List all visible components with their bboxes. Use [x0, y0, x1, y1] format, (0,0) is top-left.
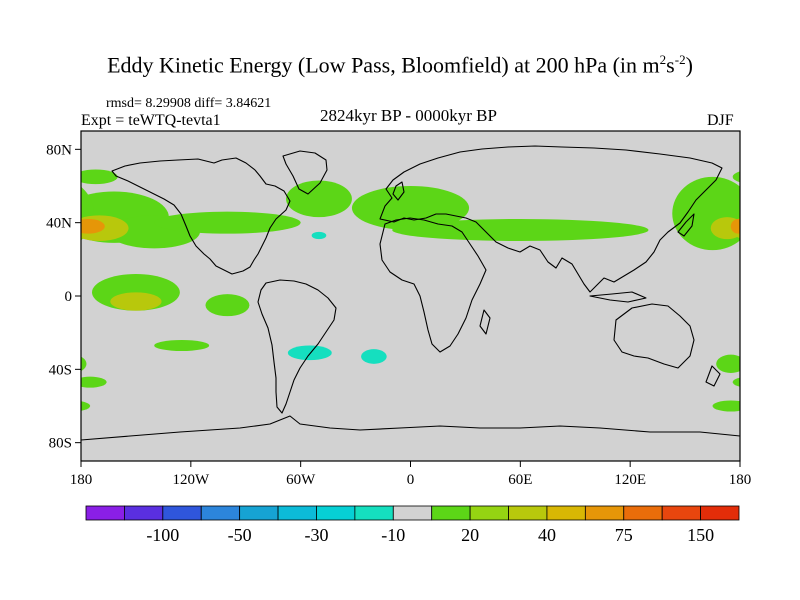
colorbar-label: -50: [228, 525, 252, 545]
colorbar-box: [546, 505, 586, 521]
colorbar-box: [239, 505, 279, 521]
colorbar-label: -30: [304, 525, 328, 545]
colorbar-box: [431, 505, 471, 521]
period-label: 2824kyr BP - 0000kyr BP: [320, 106, 497, 125]
stats-text: rmsd= 8.29908 diff= 3.84621: [106, 96, 272, 111]
colorbar-box: [392, 505, 433, 521]
chart-title: Eddy Kinetic Energy (Low Pass, Bloomfiel…: [0, 52, 800, 78]
title-mid: s: [666, 52, 675, 78]
coast-new-zealand: [705, 365, 721, 387]
y-tick-label: 40S: [49, 362, 72, 378]
colorbar-box: [316, 505, 356, 521]
colorbar-labels: -100 -50 -30 -10 20 40 75 150: [146, 525, 714, 545]
title-main: Eddy Kinetic Energy (Low Pass, Bloomfiel…: [107, 52, 660, 78]
colorbar-label: 20: [461, 525, 479, 545]
coast-japan: [677, 213, 695, 237]
y-tick-label: 40N: [46, 216, 72, 232]
coast-africa: [379, 217, 487, 353]
contour-region: [730, 219, 740, 234]
colorbar-box: [124, 505, 164, 521]
contour-region: [154, 340, 210, 351]
contour-region: [81, 219, 87, 234]
x-tick-label: 120W: [172, 472, 210, 488]
contour-region: [81, 169, 118, 185]
contour-region: [154, 211, 301, 234]
coast-south-america: [257, 279, 337, 414]
colorbar-boxes: [85, 505, 740, 521]
contour-layer: [81, 169, 740, 412]
x-tick-label: 180: [729, 472, 752, 488]
colorbar-box: [354, 505, 394, 521]
coast-north-america: [111, 157, 291, 275]
contour-region: [110, 292, 162, 311]
x-tick-label: 60W: [286, 472, 316, 488]
coast-uk: [392, 181, 405, 201]
colorbar-label: -10: [381, 525, 405, 545]
contour-region: [287, 345, 332, 361]
coast-madagascar: [479, 309, 491, 335]
contour-region: [81, 219, 105, 234]
colorbar-box: [661, 505, 701, 521]
contour-region: [712, 400, 740, 412]
contour-region: [732, 171, 740, 183]
contour-region: [286, 180, 352, 218]
colorbar-label: 150: [687, 525, 714, 545]
colorbar-box: [162, 505, 202, 521]
contour-region: [361, 349, 387, 364]
colorbar-box: [277, 505, 317, 521]
experiment-label: Expt = teWTQ-tevta1: [81, 112, 221, 129]
season-label: DJF: [707, 112, 734, 129]
colorbar-box: [200, 505, 241, 521]
coast-antarctica: [81, 415, 740, 441]
colorbar-label: -100: [146, 525, 179, 545]
title-exp1: 2: [659, 52, 667, 67]
y-tick-label: 0: [65, 289, 73, 305]
colorbar-box: [469, 505, 509, 521]
contour-region: [81, 376, 107, 388]
contour-region: [392, 219, 649, 241]
axes-layer: 180 120W 60W 0 60E 120E 180 80N 40N 0 40S 80S: [46, 142, 751, 488]
title-exp2: -2: [674, 52, 686, 67]
coast-indonesia: [589, 291, 647, 303]
colorbar-box: [623, 505, 663, 521]
colorbar-box: [85, 505, 125, 521]
colorbar-label: 75: [615, 525, 633, 545]
colorbar-box: [508, 505, 548, 521]
y-tick-label: 80N: [46, 142, 72, 158]
colorbar-box: [584, 505, 625, 521]
colorbar-box: [700, 505, 740, 521]
contour-region: [732, 377, 740, 387]
x-tick-label: 60E: [508, 472, 532, 488]
coastline-layer: [81, 145, 740, 441]
x-tick-label: 180: [70, 472, 93, 488]
contour-region: [81, 401, 91, 411]
coast-australia: [613, 303, 695, 369]
coast-eurasia: [379, 145, 723, 293]
colorbar-label: 40: [538, 525, 556, 545]
x-tick-label: 0: [407, 472, 415, 488]
contour-region: [716, 354, 740, 373]
title-end: ): [685, 52, 693, 78]
contour-region: [311, 231, 327, 240]
contour-region: [205, 294, 250, 317]
y-tick-label: 80S: [49, 436, 72, 452]
contour-region: [81, 356, 87, 371]
x-tick-label: 120E: [614, 472, 646, 488]
coast-greenland: [282, 150, 328, 195]
